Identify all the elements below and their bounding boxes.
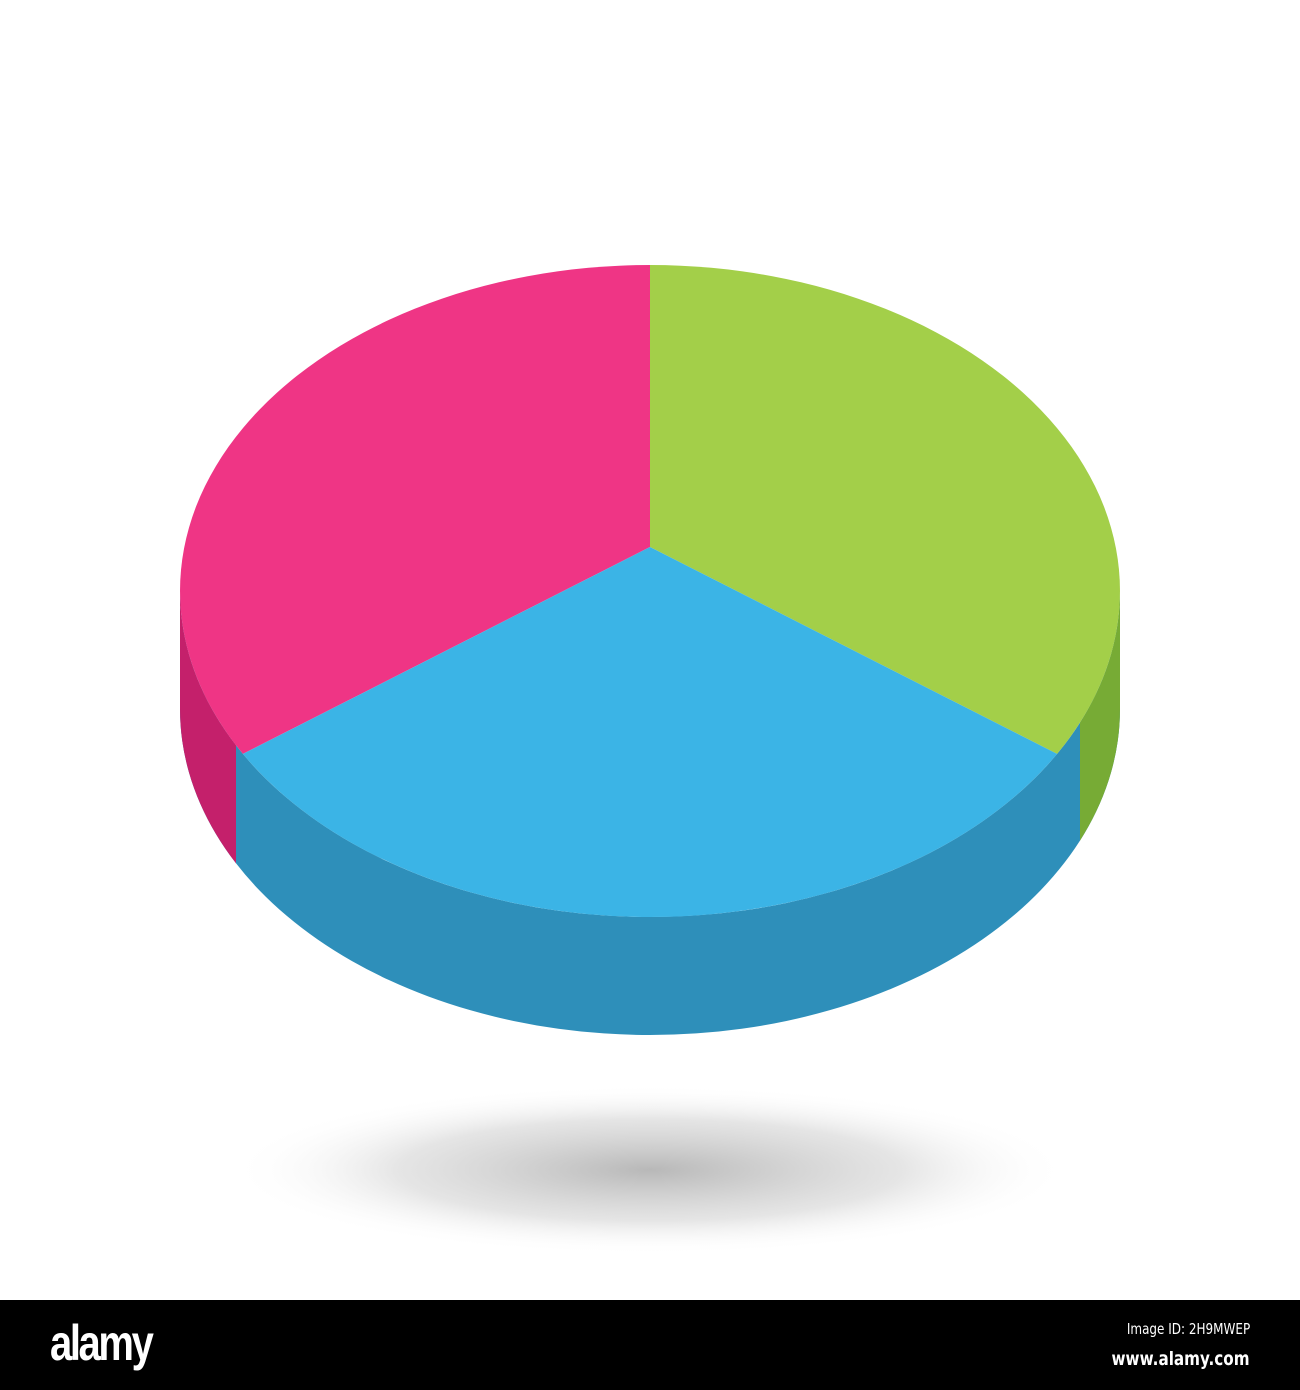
pie-side-slice-1 — [180, 591, 236, 864]
pie-slice-3 — [242, 547, 1058, 917]
pie-slice-2 — [650, 265, 1120, 754]
watermark-footer: alamy Image ID: 2H9MWEP www.alamy.com — [0, 1300, 1300, 1390]
pie-side-slice-3 — [180, 591, 1120, 1035]
alamy-logo: alamy — [50, 1315, 154, 1371]
pie-chart — [180, 265, 1120, 1255]
pie-shadow — [230, 1085, 1070, 1255]
site-url: www.alamy.com — [1111, 1348, 1250, 1370]
image-id: Image ID: 2H9MWEP — [1126, 1320, 1250, 1338]
pie-slice-1 — [180, 265, 650, 754]
pie-side-slice-2 — [1080, 591, 1120, 841]
